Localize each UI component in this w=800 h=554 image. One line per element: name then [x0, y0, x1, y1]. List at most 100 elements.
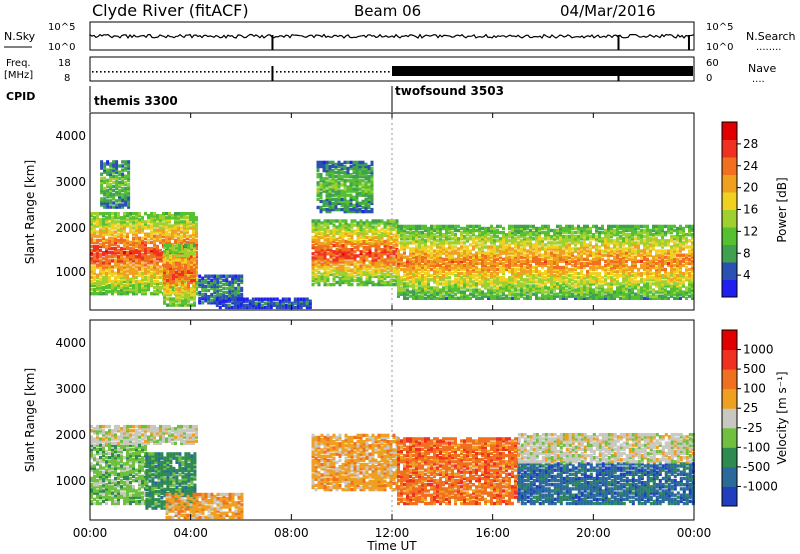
range-gate-cell	[338, 266, 342, 270]
range-gate-cell	[123, 273, 126, 277]
range-gate-cell	[395, 237, 399, 242]
range-gate-cell	[165, 226, 168, 230]
range-gate-cell	[340, 170, 344, 175]
range-gate-cell	[484, 269, 487, 274]
range-gate-cell	[201, 301, 205, 305]
range-gate-cell	[490, 292, 493, 296]
range-gate-cell	[523, 288, 526, 292]
range-gate-cell	[406, 237, 409, 241]
range-gate-cell	[172, 303, 175, 307]
range-gate-cell	[338, 270, 342, 274]
range-gate-cell	[508, 292, 511, 296]
range-gate-cell	[484, 263, 487, 268]
range-gate-cell	[96, 212, 99, 216]
range-gate-cell	[225, 274, 229, 278]
range-gate-cell	[141, 228, 144, 232]
range-gate-cell	[604, 239, 607, 243]
range-gate-cell	[233, 301, 237, 305]
freq-label-2: [MHz]	[4, 70, 33, 81]
range-gate-cell	[331, 175, 335, 179]
range-gate-cell	[424, 249, 427, 253]
range-gate-cell	[150, 279, 153, 284]
range-gate-cell	[400, 224, 403, 229]
range-gate-cell	[386, 221, 390, 225]
range-gate-cell	[371, 233, 375, 237]
range-gate-cell	[120, 216, 123, 220]
range-gate-cell	[190, 303, 193, 307]
range-gate-cell	[190, 268, 193, 272]
range-gate-cell	[335, 243, 339, 248]
range-gate-cell	[439, 247, 442, 251]
range-gate-cell	[377, 235, 381, 240]
range-gate-cell	[231, 280, 235, 284]
range-gate-cell	[127, 172, 131, 176]
range-gate-cell	[436, 274, 439, 278]
range-gate-cell	[580, 286, 583, 290]
range-gate-cell	[487, 290, 490, 294]
power-panel: Slant Range [km] 4000 3000 2000 1000 481…	[23, 112, 789, 311]
range-gate-cell	[520, 230, 523, 235]
range-gate-cell	[421, 286, 424, 290]
range-gate-cell	[607, 271, 610, 276]
range-gate-cell	[359, 256, 363, 260]
range-gate-cell	[523, 253, 526, 257]
range-gate-cell	[126, 281, 129, 286]
range-gate-cell	[175, 284, 178, 289]
range-gate-cell	[350, 225, 354, 229]
range-gate-cell	[135, 238, 138, 243]
range-gate-cell	[550, 278, 553, 282]
range-gate-cell	[392, 237, 396, 242]
range-gate-cell	[610, 290, 613, 294]
range-gate-cell	[129, 255, 132, 259]
range-gate-cell	[406, 296, 409, 300]
range-gate-cell	[550, 251, 553, 255]
range-gate-cell	[448, 259, 451, 263]
range-gate-cell	[412, 269, 415, 274]
range-gate-cell	[123, 253, 126, 257]
range-gate-cell	[183, 216, 186, 220]
range-gate-cell	[403, 290, 406, 294]
range-gate-cell	[169, 272, 172, 276]
range-gate-cell	[583, 241, 586, 245]
range-gate-cell	[577, 235, 580, 239]
range-gate-cell	[547, 267, 550, 272]
range-gate-cell	[371, 274, 375, 279]
range-gate-cell	[335, 272, 339, 276]
range-gate-cell	[571, 259, 574, 263]
range-gate-cell	[319, 177, 323, 181]
range-gate-cell	[427, 237, 430, 241]
range-gate-cell	[353, 256, 357, 260]
range-gate-cell	[421, 274, 424, 278]
range-gate-cell	[463, 284, 466, 288]
range-gate-cell	[138, 242, 141, 247]
range-gate-cell	[517, 259, 520, 263]
range-gate-cell	[168, 224, 171, 228]
range-gate-cell	[358, 175, 362, 179]
range-gate-cell	[478, 276, 481, 280]
range-gate-cell	[320, 245, 324, 250]
range-gate-cell	[189, 238, 192, 243]
range-gate-cell	[111, 236, 114, 240]
range-gate-cell	[383, 252, 387, 256]
range-gate-cell	[124, 203, 128, 207]
range-gate-cell	[347, 272, 351, 276]
range-gate-cell	[124, 201, 128, 205]
freq-dot	[304, 71, 306, 73]
range-gate-cell	[311, 272, 315, 276]
range-gate-cell	[180, 214, 183, 218]
range-gate-cell	[550, 245, 553, 249]
range-gate-cell	[439, 267, 442, 272]
range-gate-cell	[109, 201, 113, 205]
range-gate-cell	[370, 187, 374, 191]
range-gate-cell	[231, 301, 235, 305]
freq-dot	[212, 71, 214, 73]
range-gate-cell	[367, 199, 371, 204]
range-gate-cell	[586, 282, 589, 286]
range-gate-cell	[383, 264, 387, 268]
range-gate-cell	[377, 248, 381, 252]
range-gate-cell	[586, 255, 589, 259]
range-gate-cell	[195, 267, 198, 271]
range-gate-cell	[352, 189, 356, 193]
range-gate-cell	[317, 223, 321, 227]
range-gate-cell	[389, 221, 393, 225]
